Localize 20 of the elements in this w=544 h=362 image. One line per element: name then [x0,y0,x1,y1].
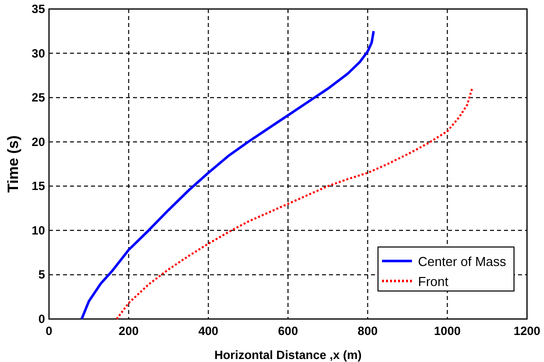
x-tick-label: 200 [118,324,139,338]
legend-label: Front [418,274,449,289]
x-tick-label: 1200 [514,324,541,338]
x-tick-label: 400 [198,324,219,338]
y-tick-label: 30 [32,46,46,60]
x-tick-label: 1000 [434,324,462,338]
y-tick-label: 20 [32,134,46,149]
y-tick-label: 25 [32,90,46,105]
y-tick-label: 0 [38,312,46,326]
x-axis-title: Horizontal Distance ,x (m) [214,348,362,362]
y-tick-label: 15 [32,179,46,194]
y-tick-label: 35 [32,2,46,16]
x-tick-label: 800 [358,324,378,338]
y-tick-label: 5 [38,268,46,282]
y-tick-label: 10 [32,223,46,238]
line-series [80,30,375,320]
y-axis-title: Time (s) [5,135,22,193]
line-series [116,88,474,320]
x-tick-label: 600 [278,324,298,338]
legend-label: Center of Mass [418,254,507,269]
